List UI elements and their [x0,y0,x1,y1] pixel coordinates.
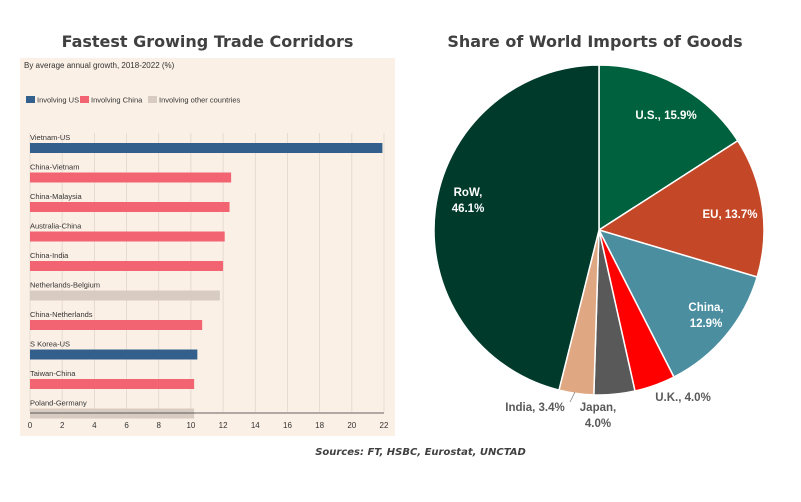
category-label: China-Vietnam [30,163,79,172]
tick-label: 16 [283,421,292,430]
bar [30,202,230,212]
category-label: Netherlands-Belgium [30,281,100,290]
category-label: Taiwan-China [30,369,76,378]
bar-chart-subtitle: By average annual growth, 2018-2022 (%) [24,61,175,70]
tick-label: 10 [186,421,195,430]
tick-label: 8 [157,421,162,430]
bar [30,143,383,153]
legend-swatch [26,96,35,103]
bar [30,172,232,183]
slice-label: Japan, 4.0% [580,402,616,430]
tick-label: 2 [60,421,65,430]
bar-chart: By average annual growth, 2018-2022 (%) I… [24,61,389,430]
tick-label: 0 [28,421,33,430]
pie-slice [598,64,739,232]
pie-slice [433,64,600,391]
legend-swatch [148,96,157,103]
tick-label: 18 [315,421,324,430]
sources-note: Sources: FT, HSBC, Eurostat, UNCTAD [0,447,801,458]
pie-slice [597,139,765,278]
bar [30,349,198,360]
bar [30,379,195,389]
slice-label: U.S., 15.9% [635,110,696,122]
pie-chart-title: Share of World Imports of Goods [447,32,743,51]
legend-label: Involving US [37,96,79,105]
slice-label: RoW, 46.1% [452,187,485,215]
category-label: Vietnam-US [30,133,70,142]
tick-label: 22 [380,421,389,430]
slice-label: EU, 13.7% [703,209,758,221]
tick-label: 4 [92,421,97,430]
bar-chart-panel: By average annual growth, 2018-2022 (%) I… [20,58,395,436]
category-label: China-Malaysia [30,192,83,201]
tick-label: 14 [251,421,260,430]
category-label: China-India [30,251,69,260]
slice-label: U.K., 4.0% [655,392,711,404]
bar [30,408,195,419]
bar [30,290,220,301]
pie-chart: U.S., 15.9% EU, 13.7% China, 12.9% U.K., 4.0… [433,64,765,430]
category-label: China-Netherlands [30,310,93,319]
bar-chart-title: Fastest Growing Trade Corridors [61,32,354,51]
bar [30,320,203,330]
leader-line [569,391,576,403]
slice-label: India, 3.4% [505,402,564,414]
sources-text: Sources: FT, HSBC, Eurostat, UNCTAD [315,447,526,458]
category-label: Australia-China [30,222,82,231]
slice-label: China, 12.9% [688,302,723,330]
bar [30,261,224,271]
legend-label: Involving other countries [159,96,241,105]
tick-label: 6 [124,421,129,430]
legend-swatch [80,96,89,103]
pie-slice [597,228,759,379]
tick-label: 12 [219,421,228,430]
tick-label: 20 [347,421,356,430]
legend-label: Involving China [91,96,143,105]
bar [30,231,225,242]
category-label: S Korea-US [30,340,70,349]
category-label: Poland-Germany [30,399,87,408]
